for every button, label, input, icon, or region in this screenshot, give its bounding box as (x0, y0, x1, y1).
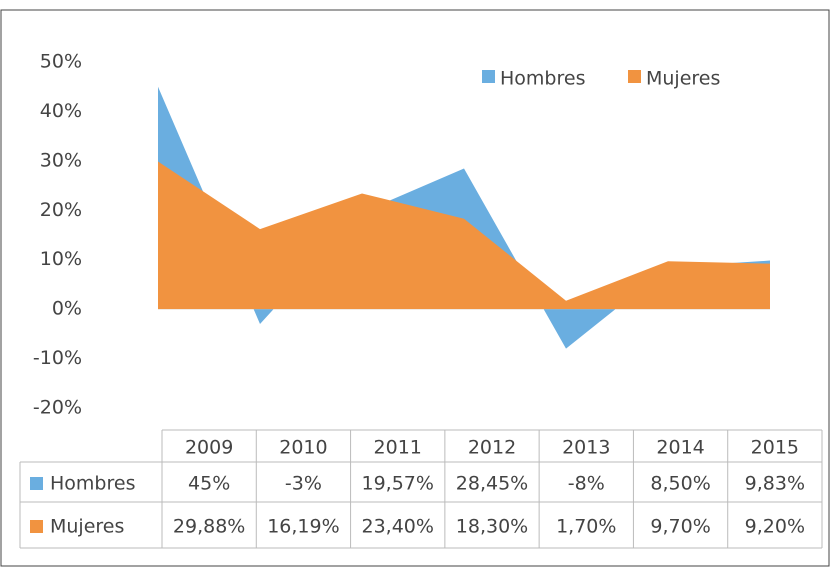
y-tick-label: 20% (40, 199, 82, 221)
table-cell: 9,20% (745, 516, 805, 538)
legend-label: Hombres (500, 68, 585, 90)
y-tick-label: 40% (40, 100, 82, 122)
legend-label: Mujeres (646, 68, 720, 90)
table-cell: 1,70% (556, 516, 616, 538)
y-tick-label: -10% (33, 347, 82, 369)
table-cell: 16,19% (267, 516, 339, 538)
legend-swatch (482, 70, 495, 83)
x-tick-label: 2014 (656, 437, 704, 459)
table-cell: 23,40% (361, 516, 433, 538)
table-cell: 8,50% (650, 473, 710, 495)
table-cell: 45% (188, 473, 230, 495)
table-cell: 19,57% (361, 473, 433, 495)
table-cell: 9,70% (650, 516, 710, 538)
x-tick-label: 2009 (185, 437, 233, 459)
table-cell: -8% (568, 473, 605, 495)
x-tick-label: 2012 (468, 437, 516, 459)
legend-swatch (628, 70, 641, 83)
table-cell: 9,83% (745, 473, 805, 495)
y-tick-label: 50% (40, 51, 82, 73)
table-cell: 18,30% (456, 516, 528, 538)
table-legend-swatch (30, 520, 43, 533)
row-label: Mujeres (50, 516, 124, 538)
row-label: Hombres (50, 473, 135, 495)
x-tick-label: 2015 (751, 437, 799, 459)
table-legend-swatch (30, 477, 43, 490)
area (158, 161, 770, 310)
y-tick-label: 0% (52, 298, 82, 320)
x-tick-label: 2011 (374, 437, 422, 459)
table-cell: 29,88% (173, 516, 245, 538)
y-tick-label: 10% (40, 248, 82, 270)
table-cell: -3% (285, 473, 322, 495)
x-tick-label: 2010 (279, 437, 327, 459)
y-tick-label: -20% (33, 397, 82, 419)
x-tick-label: 2013 (562, 437, 610, 459)
y-tick-label: 30% (40, 149, 82, 171)
table-cell: 28,45% (456, 473, 528, 495)
